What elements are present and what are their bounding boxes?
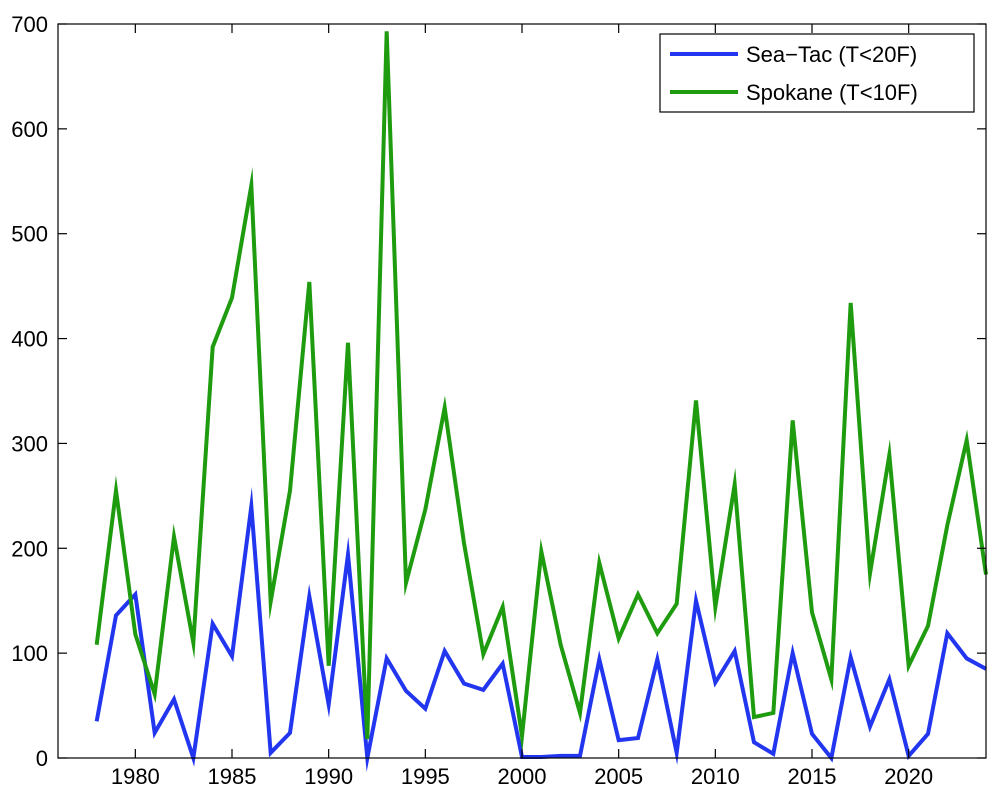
series-line-1 bbox=[94, 31, 988, 752]
x-tick-label-1980: 1980 bbox=[111, 764, 160, 789]
y-tick-label-700: 700 bbox=[11, 12, 48, 37]
y-tick-label-400: 400 bbox=[11, 327, 48, 352]
y-tick-label-200: 200 bbox=[11, 536, 48, 561]
y-tick-label-300: 300 bbox=[11, 431, 48, 456]
y-tick-label-600: 600 bbox=[11, 117, 48, 142]
x-tick-label-2015: 2015 bbox=[788, 764, 837, 789]
y-tick-label-500: 500 bbox=[11, 222, 48, 247]
legend-label-sea-tac: Sea−Tac (T<20F) bbox=[746, 42, 917, 67]
legend: Sea−Tac (T<20F) Spokane (T<10F) bbox=[659, 33, 975, 113]
series-layer bbox=[94, 31, 988, 772]
x-tick-label-2020: 2020 bbox=[884, 764, 933, 789]
legend-label-spokane: Spokane (T<10F) bbox=[746, 80, 918, 105]
x-tick-label-1985: 1985 bbox=[208, 764, 257, 789]
ticks-layer bbox=[58, 23, 986, 759]
x-tick-label-2010: 2010 bbox=[691, 764, 740, 789]
y-tick-labels: 0 100 200 300 400 500 600 700 bbox=[11, 12, 48, 771]
x-tick-label-2000: 2000 bbox=[498, 764, 547, 789]
x-tick-labels: 1980 1985 1990 1995 2000 2005 2010 2015 2020 bbox=[111, 764, 933, 789]
x-tick-label-2005: 2005 bbox=[594, 764, 643, 789]
x-tick-label-1995: 1995 bbox=[401, 764, 450, 789]
y-tick-label-0: 0 bbox=[36, 746, 48, 771]
x-tick-label-1990: 1990 bbox=[304, 764, 353, 789]
series-line-0 bbox=[94, 486, 987, 772]
y-tick-label-100: 100 bbox=[11, 641, 48, 666]
legend-box bbox=[659, 33, 975, 113]
